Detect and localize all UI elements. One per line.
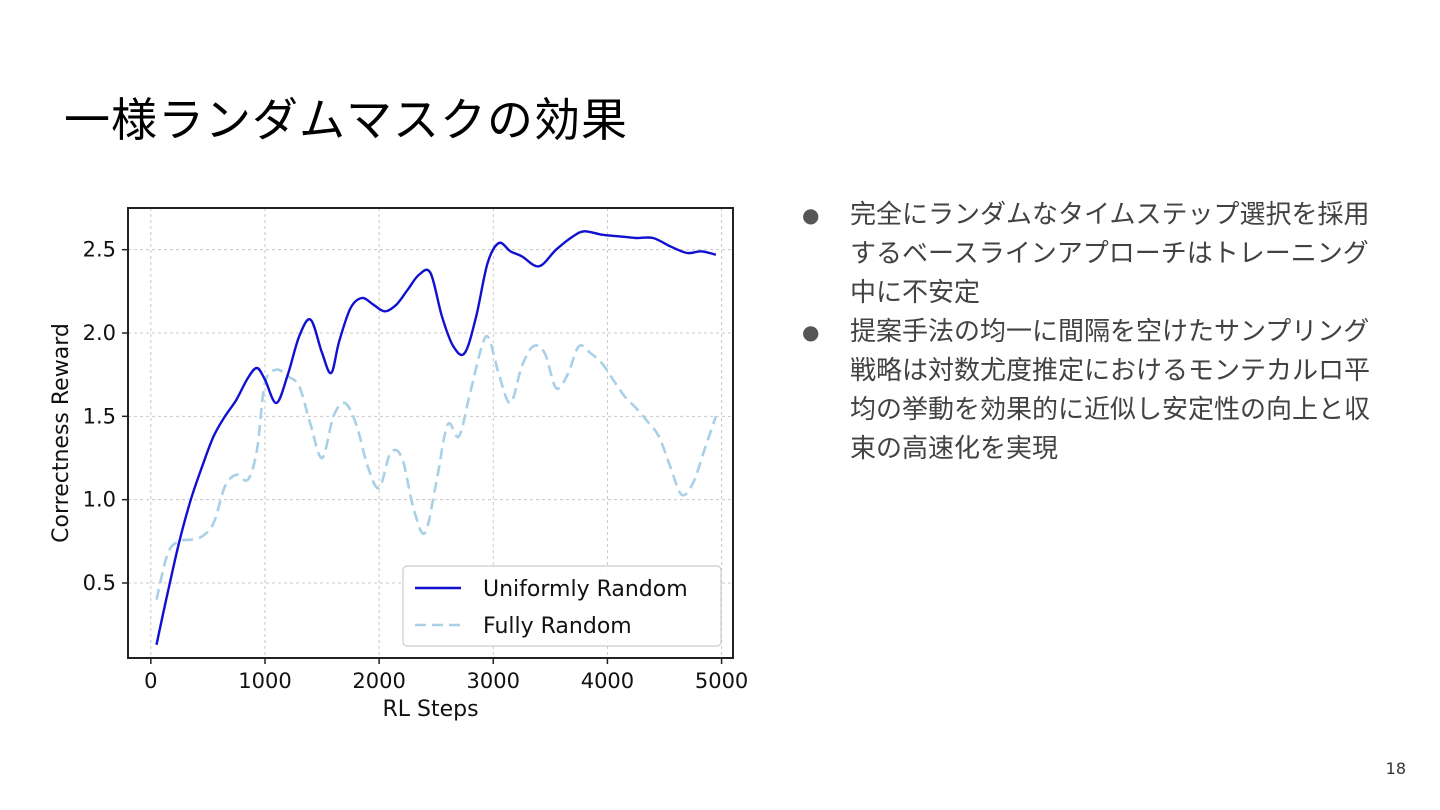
x-tick-label: 5000 <box>695 669 748 693</box>
y-tick-label: 1.5 <box>83 404 116 428</box>
x-tick-label: 4000 <box>581 669 634 693</box>
x-tick-label: 3000 <box>467 669 520 693</box>
y-tick-label: 2.5 <box>83 238 116 262</box>
x-tick-label: 1000 <box>238 669 291 693</box>
legend-label: Fully Random <box>483 614 632 639</box>
legend-box <box>402 565 722 647</box>
bullet-text: 完全にランダムなタイムステップ選択を採用するベースラインアプローチはトレーニング… <box>850 200 1370 308</box>
bullet-text: 提案手法の均一に間隔を空けたサンプリング戦略は対数尤度推定におけるモンテカルロ平… <box>850 317 1371 464</box>
legend-label: Uniformly Random <box>483 577 688 602</box>
y-tick-label: 1.0 <box>83 488 116 512</box>
x-axis-label: RL Steps <box>382 697 478 722</box>
x-tick-label: 2000 <box>352 669 405 693</box>
chart-series <box>155 230 718 645</box>
chart-axes: 0 1000 2000 3000 4000 5000 0.5 1.0 1.5 2.0 2.5 RL S… <box>49 238 748 722</box>
chart-legend: Uniformly Random Fully Random <box>402 565 722 647</box>
reward-chart: 0 1000 2000 3000 4000 5000 0.5 1.0 1.5 2.0 2.5 RL S… <box>40 190 760 730</box>
x-tick-label: 0 <box>144 669 157 693</box>
y-axis-label: Correctness Reward <box>49 323 74 543</box>
page-number: 18 <box>1385 759 1406 778</box>
series-line-uniformly-random <box>155 230 717 645</box>
bullet-marker: ● <box>802 203 820 227</box>
slide-title: 一様ランダムマスクの効果 <box>64 93 628 147</box>
bullet-list: ● 完全にランダムなタイムステップ選択を採用するベースラインアプローチはトレーニ… <box>800 196 1370 469</box>
bullet-item: ● 提案手法の均一に間隔を空けたサンプリング戦略は対数尤度推定におけるモンテカル… <box>800 313 1370 469</box>
plot-frame <box>127 207 734 659</box>
bullet-marker: ● <box>802 320 820 344</box>
bullet-item: ● 完全にランダムなタイムステップ選択を採用するベースラインアプローチはトレーニ… <box>800 196 1370 313</box>
y-tick-label: 2.0 <box>83 321 116 345</box>
y-tick-label: 0.5 <box>83 571 116 595</box>
chart-svg: 0 1000 2000 3000 4000 5000 0.5 1.0 1.5 2.0 2.5 RL S… <box>49 207 748 722</box>
series-line-fully-random <box>155 334 718 601</box>
